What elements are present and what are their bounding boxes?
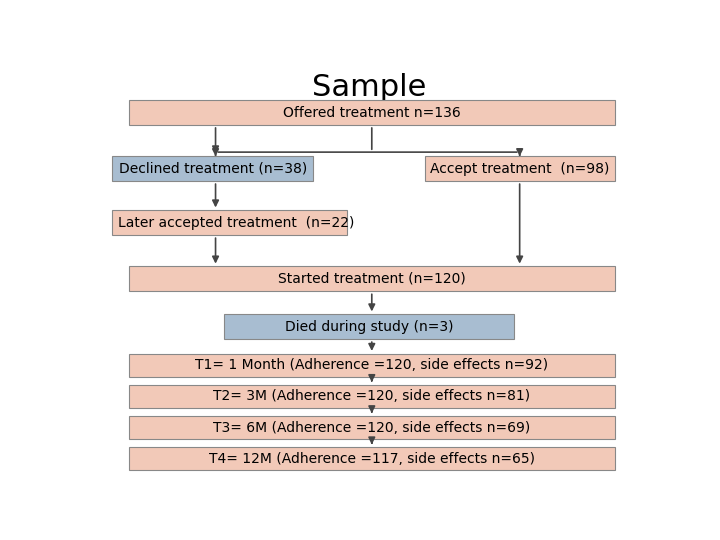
Text: Later accepted treatment  (n=22): Later accepted treatment (n=22): [118, 216, 354, 230]
Text: Sample: Sample: [312, 73, 426, 102]
FancyBboxPatch shape: [112, 156, 313, 181]
Text: Declined treatment (n=38): Declined treatment (n=38): [119, 162, 307, 176]
Text: T4= 12M (Adherence =117, side effects n=65): T4= 12M (Adherence =117, side effects n=…: [209, 452, 535, 466]
Text: T2= 3M (Adherence =120, side effects n=81): T2= 3M (Adherence =120, side effects n=8…: [213, 389, 531, 403]
Text: Accept treatment  (n=98): Accept treatment (n=98): [430, 162, 609, 176]
FancyBboxPatch shape: [129, 416, 615, 439]
Text: Started treatment (n=120): Started treatment (n=120): [278, 272, 466, 286]
Text: T1= 1 Month (Adherence =120, side effects n=92): T1= 1 Month (Adherence =120, side effect…: [195, 358, 549, 372]
FancyBboxPatch shape: [129, 385, 615, 408]
FancyBboxPatch shape: [425, 156, 615, 181]
FancyBboxPatch shape: [112, 211, 347, 235]
FancyBboxPatch shape: [129, 266, 615, 292]
Text: Died during study (n=3): Died during study (n=3): [284, 320, 454, 334]
FancyBboxPatch shape: [129, 100, 615, 125]
FancyBboxPatch shape: [224, 314, 514, 339]
Text: Offered treatment n=136: Offered treatment n=136: [283, 106, 461, 120]
FancyBboxPatch shape: [129, 447, 615, 470]
FancyBboxPatch shape: [129, 354, 615, 377]
Text: T3= 6M (Adherence =120, side effects n=69): T3= 6M (Adherence =120, side effects n=6…: [213, 421, 531, 435]
